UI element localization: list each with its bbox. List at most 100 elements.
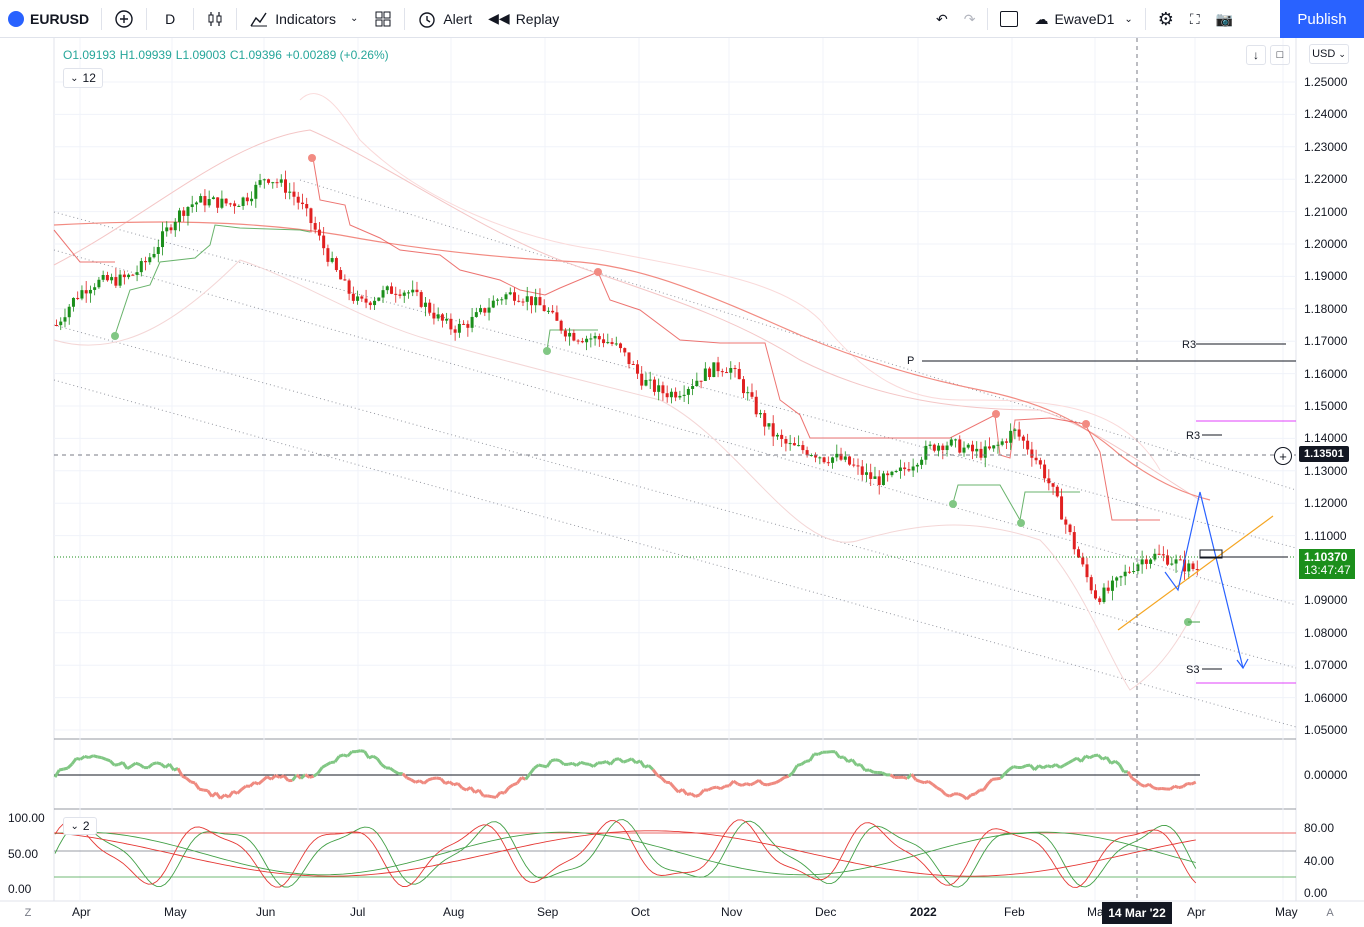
oscillator-segment: [423, 778, 430, 785]
pane2-collapse-button[interactable]: ⌄ 2: [63, 817, 97, 835]
candle-body: [983, 446, 987, 458]
chart-type-button[interactable]: [198, 0, 232, 38]
candle: [237, 204, 241, 207]
oscillator-segment: [1059, 763, 1066, 769]
oscillator-segment: [919, 779, 925, 785]
candle: [139, 257, 143, 277]
pane2-count: 2: [82, 819, 90, 833]
candle: [831, 456, 835, 469]
pane-maximize-button[interactable]: □: [1270, 45, 1290, 65]
alert-button[interactable]: Alert: [409, 0, 480, 38]
price-tick: 1.16000: [1304, 366, 1348, 381]
chevron-down-icon: ⌄: [1338, 48, 1346, 59]
candle: [59, 317, 63, 331]
candle-body: [797, 445, 801, 447]
price-tick: 1.22000: [1304, 172, 1348, 187]
maximize-button[interactable]: ⛶: [1182, 0, 1208, 38]
oscillator-segment: [1110, 759, 1116, 765]
symbol-search[interactable]: EURUSD: [0, 0, 97, 38]
candle: [250, 191, 254, 206]
r3-lower-label: R3: [1186, 430, 1200, 442]
redo-button[interactable]: ↷: [956, 0, 984, 38]
oscillator-segment: [784, 774, 790, 779]
candle-body: [245, 197, 249, 202]
candle-body: [1106, 587, 1110, 591]
forecast-path[interactable]: [1164, 491, 1244, 669]
candle-body: [483, 308, 487, 313]
oscillator-segment: [749, 781, 756, 787]
fullscreen-toggle[interactable]: [992, 0, 1026, 38]
oscillator-segment: [757, 779, 765, 786]
divider: [404, 7, 406, 30]
candle: [254, 181, 258, 208]
publish-button[interactable]: Publish: [1280, 0, 1364, 38]
candle-body: [71, 297, 75, 307]
candle: [580, 337, 584, 344]
scroll-down-button[interactable]: ↓: [1246, 45, 1266, 65]
candle-body: [758, 413, 762, 415]
oscillator-segment: [173, 767, 179, 772]
layout-menu[interactable]: ☁ EwaveD1 ⌄: [1026, 0, 1140, 38]
oscillator-segment: [1093, 753, 1099, 758]
oscillator-segment: [737, 782, 743, 787]
outer-band: [299, 93, 1161, 471]
auto-scale-button[interactable]: A: [1320, 904, 1340, 922]
oscillator-segment: [1033, 764, 1040, 771]
candle-body: [466, 324, 470, 328]
currency-selector[interactable]: USD ⌄: [1309, 44, 1349, 64]
layouts-button[interactable]: [366, 0, 400, 38]
candle: [381, 285, 385, 303]
candle-body: [224, 198, 228, 204]
candle: [343, 274, 347, 281]
time-label: 2022: [910, 905, 937, 919]
indicators-button[interactable]: Indicators ⌄: [241, 0, 366, 38]
position-box[interactable]: [1199, 549, 1223, 559]
legend-change: +0.00289 (+0.26%): [285, 48, 389, 62]
candle-body: [572, 332, 576, 341]
candle-body: [279, 179, 283, 183]
undo-icon: ↶: [936, 10, 948, 27]
candle-body: [453, 329, 457, 333]
support-trendline[interactable]: [1117, 515, 1274, 631]
oscillator-segment: [92, 754, 98, 759]
candle-body: [788, 443, 792, 445]
candle-body: [139, 261, 143, 273]
oscillator-segment: [1038, 764, 1044, 770]
price-tick: 1.24000: [1304, 107, 1348, 122]
stochastic-lines: [54, 819, 1197, 888]
oscillator-segment: [1046, 764, 1053, 769]
interval-button[interactable]: D: [151, 0, 189, 38]
indicators-collapse-button[interactable]: ⌄ 12: [63, 68, 103, 88]
candle: [602, 333, 606, 348]
candle: [746, 386, 750, 401]
candle-body: [1077, 549, 1081, 558]
replay-button[interactable]: ◀◀ Replay: [480, 0, 567, 38]
candle: [627, 352, 631, 369]
candle-body: [576, 340, 580, 342]
stochastic-line: [54, 831, 1196, 876]
candle-body: [602, 339, 606, 344]
oscillator-segment: [940, 789, 947, 796]
zoom-left-button[interactable]: Z: [18, 904, 38, 922]
gear-icon: ⚙: [1157, 8, 1174, 29]
candle-body: [619, 343, 623, 349]
candle: [920, 456, 924, 470]
candle-body: [652, 379, 656, 392]
interval-label: D: [165, 10, 176, 27]
candle-body: [101, 275, 105, 280]
oscillator-segment: [571, 761, 578, 767]
crosshair-add-button[interactable]: +: [1274, 447, 1292, 465]
candle: [305, 197, 309, 217]
compare-button[interactable]: [106, 0, 142, 38]
candle-body: [457, 323, 461, 333]
candle-body: [814, 455, 818, 458]
oscillator-segment: [79, 755, 86, 761]
candle-body: [373, 300, 377, 306]
oscillator-segment: [1089, 754, 1095, 760]
candle: [504, 292, 508, 306]
snapshot-button[interactable]: 📷: [1208, 0, 1241, 38]
candle: [377, 297, 381, 302]
settings-button[interactable]: ⚙: [1150, 0, 1182, 38]
undo-button[interactable]: ↶: [928, 0, 956, 38]
